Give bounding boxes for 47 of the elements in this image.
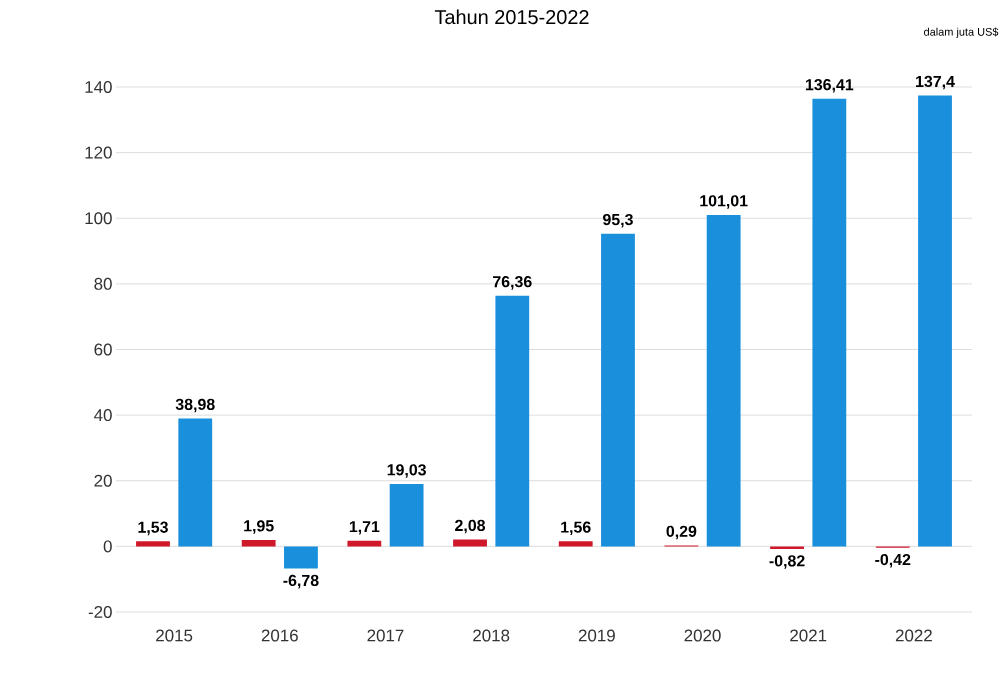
y-tick-label: 60 xyxy=(94,343,112,356)
y-tick-label: 40 xyxy=(94,409,112,422)
x-tick-label: 2017 xyxy=(367,629,404,642)
bar xyxy=(495,295,530,547)
x-tick-label: 2019 xyxy=(578,629,615,642)
data-label: 1,56 xyxy=(561,521,591,536)
bar xyxy=(558,541,593,547)
bar xyxy=(812,98,847,547)
data-label: 101,01 xyxy=(700,195,748,209)
data-label: 2,08 xyxy=(455,519,486,534)
y-tick-label: 0 xyxy=(103,540,112,553)
x-tick-label: 2020 xyxy=(684,629,721,642)
bar xyxy=(178,418,213,547)
bar xyxy=(601,233,635,547)
data-label: 19,03 xyxy=(387,464,426,478)
y-tick-label: 140 xyxy=(85,81,112,93)
data-label: 136,41 xyxy=(805,79,854,93)
data-label: 1,71 xyxy=(349,521,380,535)
x-tick-label: 2021 xyxy=(790,629,827,642)
bar xyxy=(284,546,318,569)
data-label: 76,36 xyxy=(493,276,532,290)
x-tick-label: 2022 xyxy=(895,629,932,642)
data-label: -0,82 xyxy=(769,555,805,569)
data-label: 38,98 xyxy=(175,398,215,413)
y-tick-label: 100 xyxy=(85,212,112,225)
data-label: 1,95 xyxy=(244,520,274,534)
text: dalam juta US$ xyxy=(924,27,999,38)
y-tick-label: -20 xyxy=(88,606,112,618)
x-tick-label: 2018 xyxy=(473,629,510,642)
chart-title: Tahun 2015-2022 xyxy=(434,9,589,25)
bar xyxy=(770,546,804,550)
data-label: -6,78 xyxy=(283,574,319,589)
data-label: -0,42 xyxy=(875,553,911,568)
x-tick-label: 2015 xyxy=(156,629,193,642)
data-label: 137,4 xyxy=(916,75,955,90)
bar xyxy=(706,214,741,547)
bar xyxy=(389,483,424,547)
x-tick-label: 2016 xyxy=(261,629,298,642)
y-tick-label: 80 xyxy=(94,277,112,290)
bar xyxy=(241,539,276,547)
data-label: 95,3 xyxy=(603,213,633,228)
data-label: 1,53 xyxy=(138,521,168,536)
y-tick-label: 120 xyxy=(85,146,112,159)
data-label: 0,29 xyxy=(666,525,697,540)
bar xyxy=(136,541,170,547)
y-tick-label: 20 xyxy=(94,474,112,487)
bar xyxy=(918,95,952,547)
